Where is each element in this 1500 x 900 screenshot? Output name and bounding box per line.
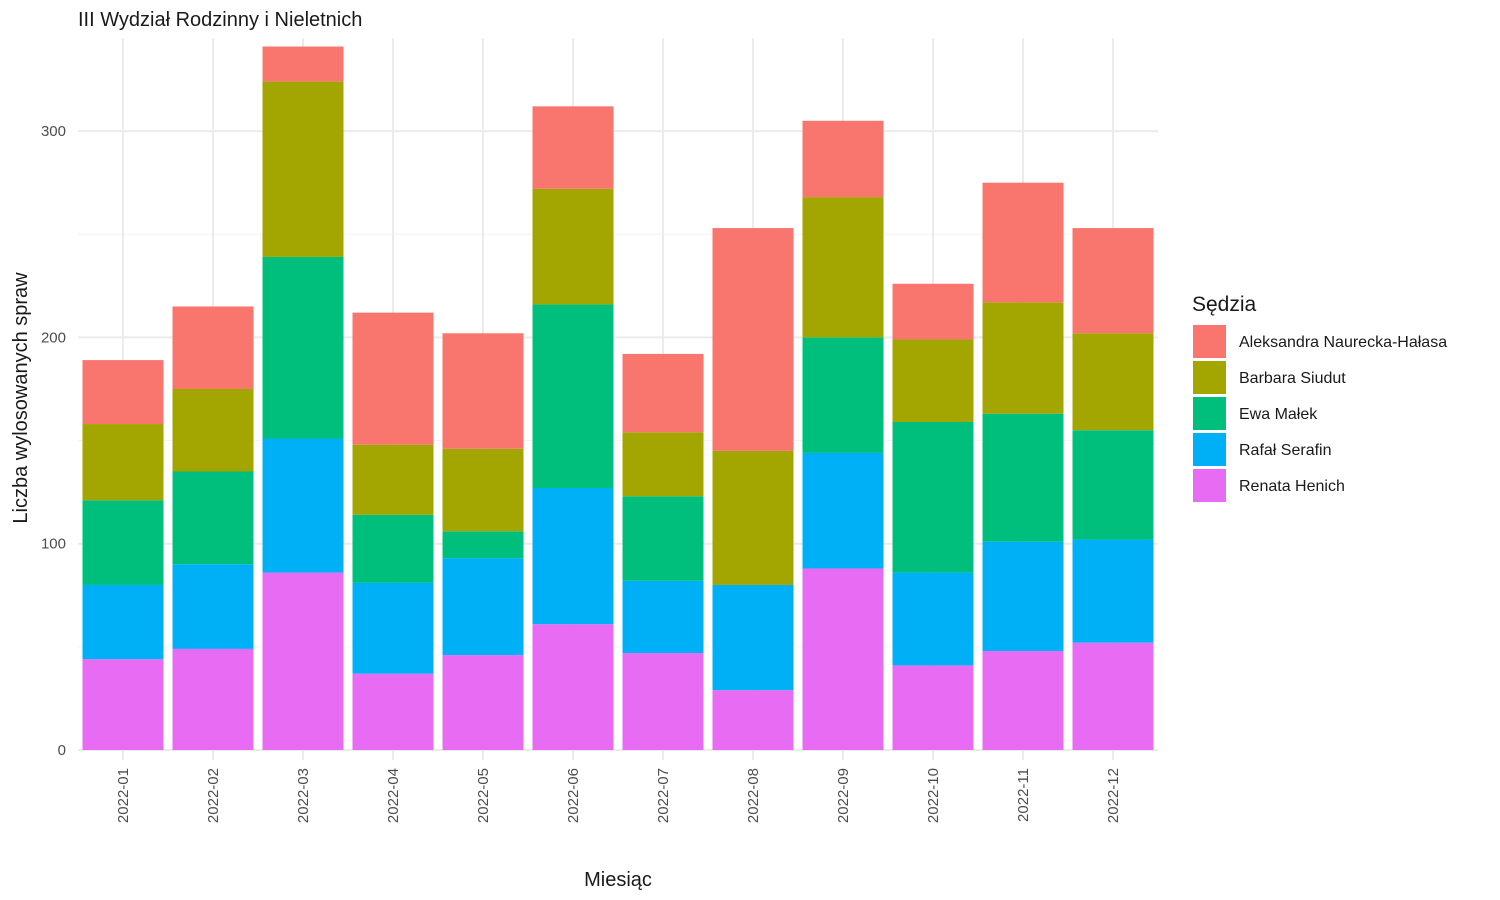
legend-label: Rafał Serafin (1239, 442, 1332, 459)
bar-segment (262, 81, 344, 257)
bar-segment (532, 624, 614, 750)
bar-segment (172, 471, 254, 565)
bar-segment (892, 572, 974, 666)
bar-segment (172, 648, 254, 750)
x-axis-title: Miesiąc (584, 869, 652, 891)
bar-segment (82, 500, 164, 585)
bar-segment (892, 665, 974, 750)
bar-segment (532, 106, 614, 189)
bar-segment (1072, 642, 1154, 750)
bar-segment (712, 690, 794, 750)
bar-segment (442, 531, 524, 559)
bar-segment (982, 413, 1064, 542)
bar-segment (622, 353, 704, 433)
bar-segment (442, 655, 524, 750)
bar-segment (352, 514, 434, 583)
bar-segment (262, 438, 344, 573)
bar-segment (172, 306, 254, 389)
bar-segment (532, 304, 614, 488)
bar-segment (712, 584, 794, 691)
legend-swatch (1193, 325, 1226, 358)
bar-segment (1072, 539, 1154, 643)
x-axis-ticks: 2022-01 2022-02 2022-03 2022-04 2022-05 2022-… (115, 768, 1122, 823)
bar-segment (82, 659, 164, 750)
bar-segment (262, 572, 344, 750)
bars (82, 46, 1154, 750)
bar-segment (442, 558, 524, 656)
bar-segment (802, 337, 884, 453)
bar-segment (892, 283, 974, 340)
bar-segment (352, 312, 434, 445)
bar-segment (802, 568, 884, 750)
bar-segment (172, 388, 254, 472)
bar-segment (172, 564, 254, 649)
y-tick-label: 300 (41, 123, 66, 140)
legend-swatch (1193, 469, 1226, 502)
legend-swatch (1193, 397, 1226, 430)
bar-segment (1072, 430, 1154, 540)
bar-segment (712, 450, 794, 585)
legend-label: Renata Henich (1239, 478, 1345, 495)
bar-segment (982, 541, 1064, 651)
x-tick-label: 2022-11 (1015, 768, 1032, 822)
x-tick-label: 2022-05 (475, 768, 492, 823)
x-tick-label: 2022-03 (295, 768, 312, 823)
legend-label: Barbara Siudut (1239, 370, 1346, 387)
x-tick-label: 2022-04 (385, 768, 402, 823)
y-tick-label: 0 (58, 742, 66, 759)
legend-swatch (1193, 433, 1226, 466)
legend: Sędzia Aleksandra Naurecka-Hałasa Barbara… (1192, 293, 1447, 502)
bar-segment (532, 487, 614, 625)
legend-label: Ewa Małek (1239, 406, 1318, 423)
bar-segment (622, 432, 704, 497)
bar-segment (712, 228, 794, 451)
x-tick-label: 2022-10 (925, 768, 942, 823)
bar-segment (892, 421, 974, 573)
bar-segment (1072, 333, 1154, 431)
chart-title: III Wydział Rodzinny i Nieletnich (78, 9, 362, 31)
y-tick-label: 200 (41, 329, 66, 346)
y-axis-ticks: 0 100 200 300 (41, 123, 66, 759)
bar-segment (352, 582, 434, 674)
bar-segment (262, 256, 344, 439)
bar-segment (982, 182, 1064, 303)
legend-label: Aleksandra Naurecka-Hałasa (1239, 334, 1447, 351)
y-axis-title: Liczba wylosowanych spraw (10, 272, 32, 524)
bar-segment (982, 650, 1064, 750)
bar-segment (622, 496, 704, 581)
legend-title: Sędzia (1192, 293, 1257, 316)
bar-segment (82, 424, 164, 501)
x-tick-label: 2022-01 (115, 768, 132, 823)
bar-segment (1072, 228, 1154, 334)
bar-segment (982, 302, 1064, 414)
x-tick-label: 2022-02 (205, 768, 222, 823)
y-tick-label: 100 (41, 536, 66, 553)
bar-segment (802, 452, 884, 569)
x-tick-label: 2022-09 (835, 768, 852, 823)
bar-segment (442, 333, 524, 449)
bar-segment (622, 653, 704, 750)
bar-segment (352, 444, 434, 515)
bar-segment (82, 584, 164, 660)
bar-segment (892, 339, 974, 422)
x-tick-label: 2022-08 (745, 768, 762, 823)
x-tick-label: 2022-06 (565, 768, 582, 823)
legend-swatch (1193, 361, 1226, 394)
bar-segment (352, 673, 434, 750)
bar-segment (442, 448, 524, 532)
x-tick-label: 2022-07 (655, 768, 672, 823)
bar-segment (802, 197, 884, 338)
bar-segment (622, 580, 704, 654)
bar-segment (82, 360, 164, 425)
bar-segment (802, 120, 884, 198)
bar-segment (532, 188, 614, 305)
bar-segment (262, 46, 344, 82)
x-tick-label: 2022-12 (1105, 768, 1122, 823)
